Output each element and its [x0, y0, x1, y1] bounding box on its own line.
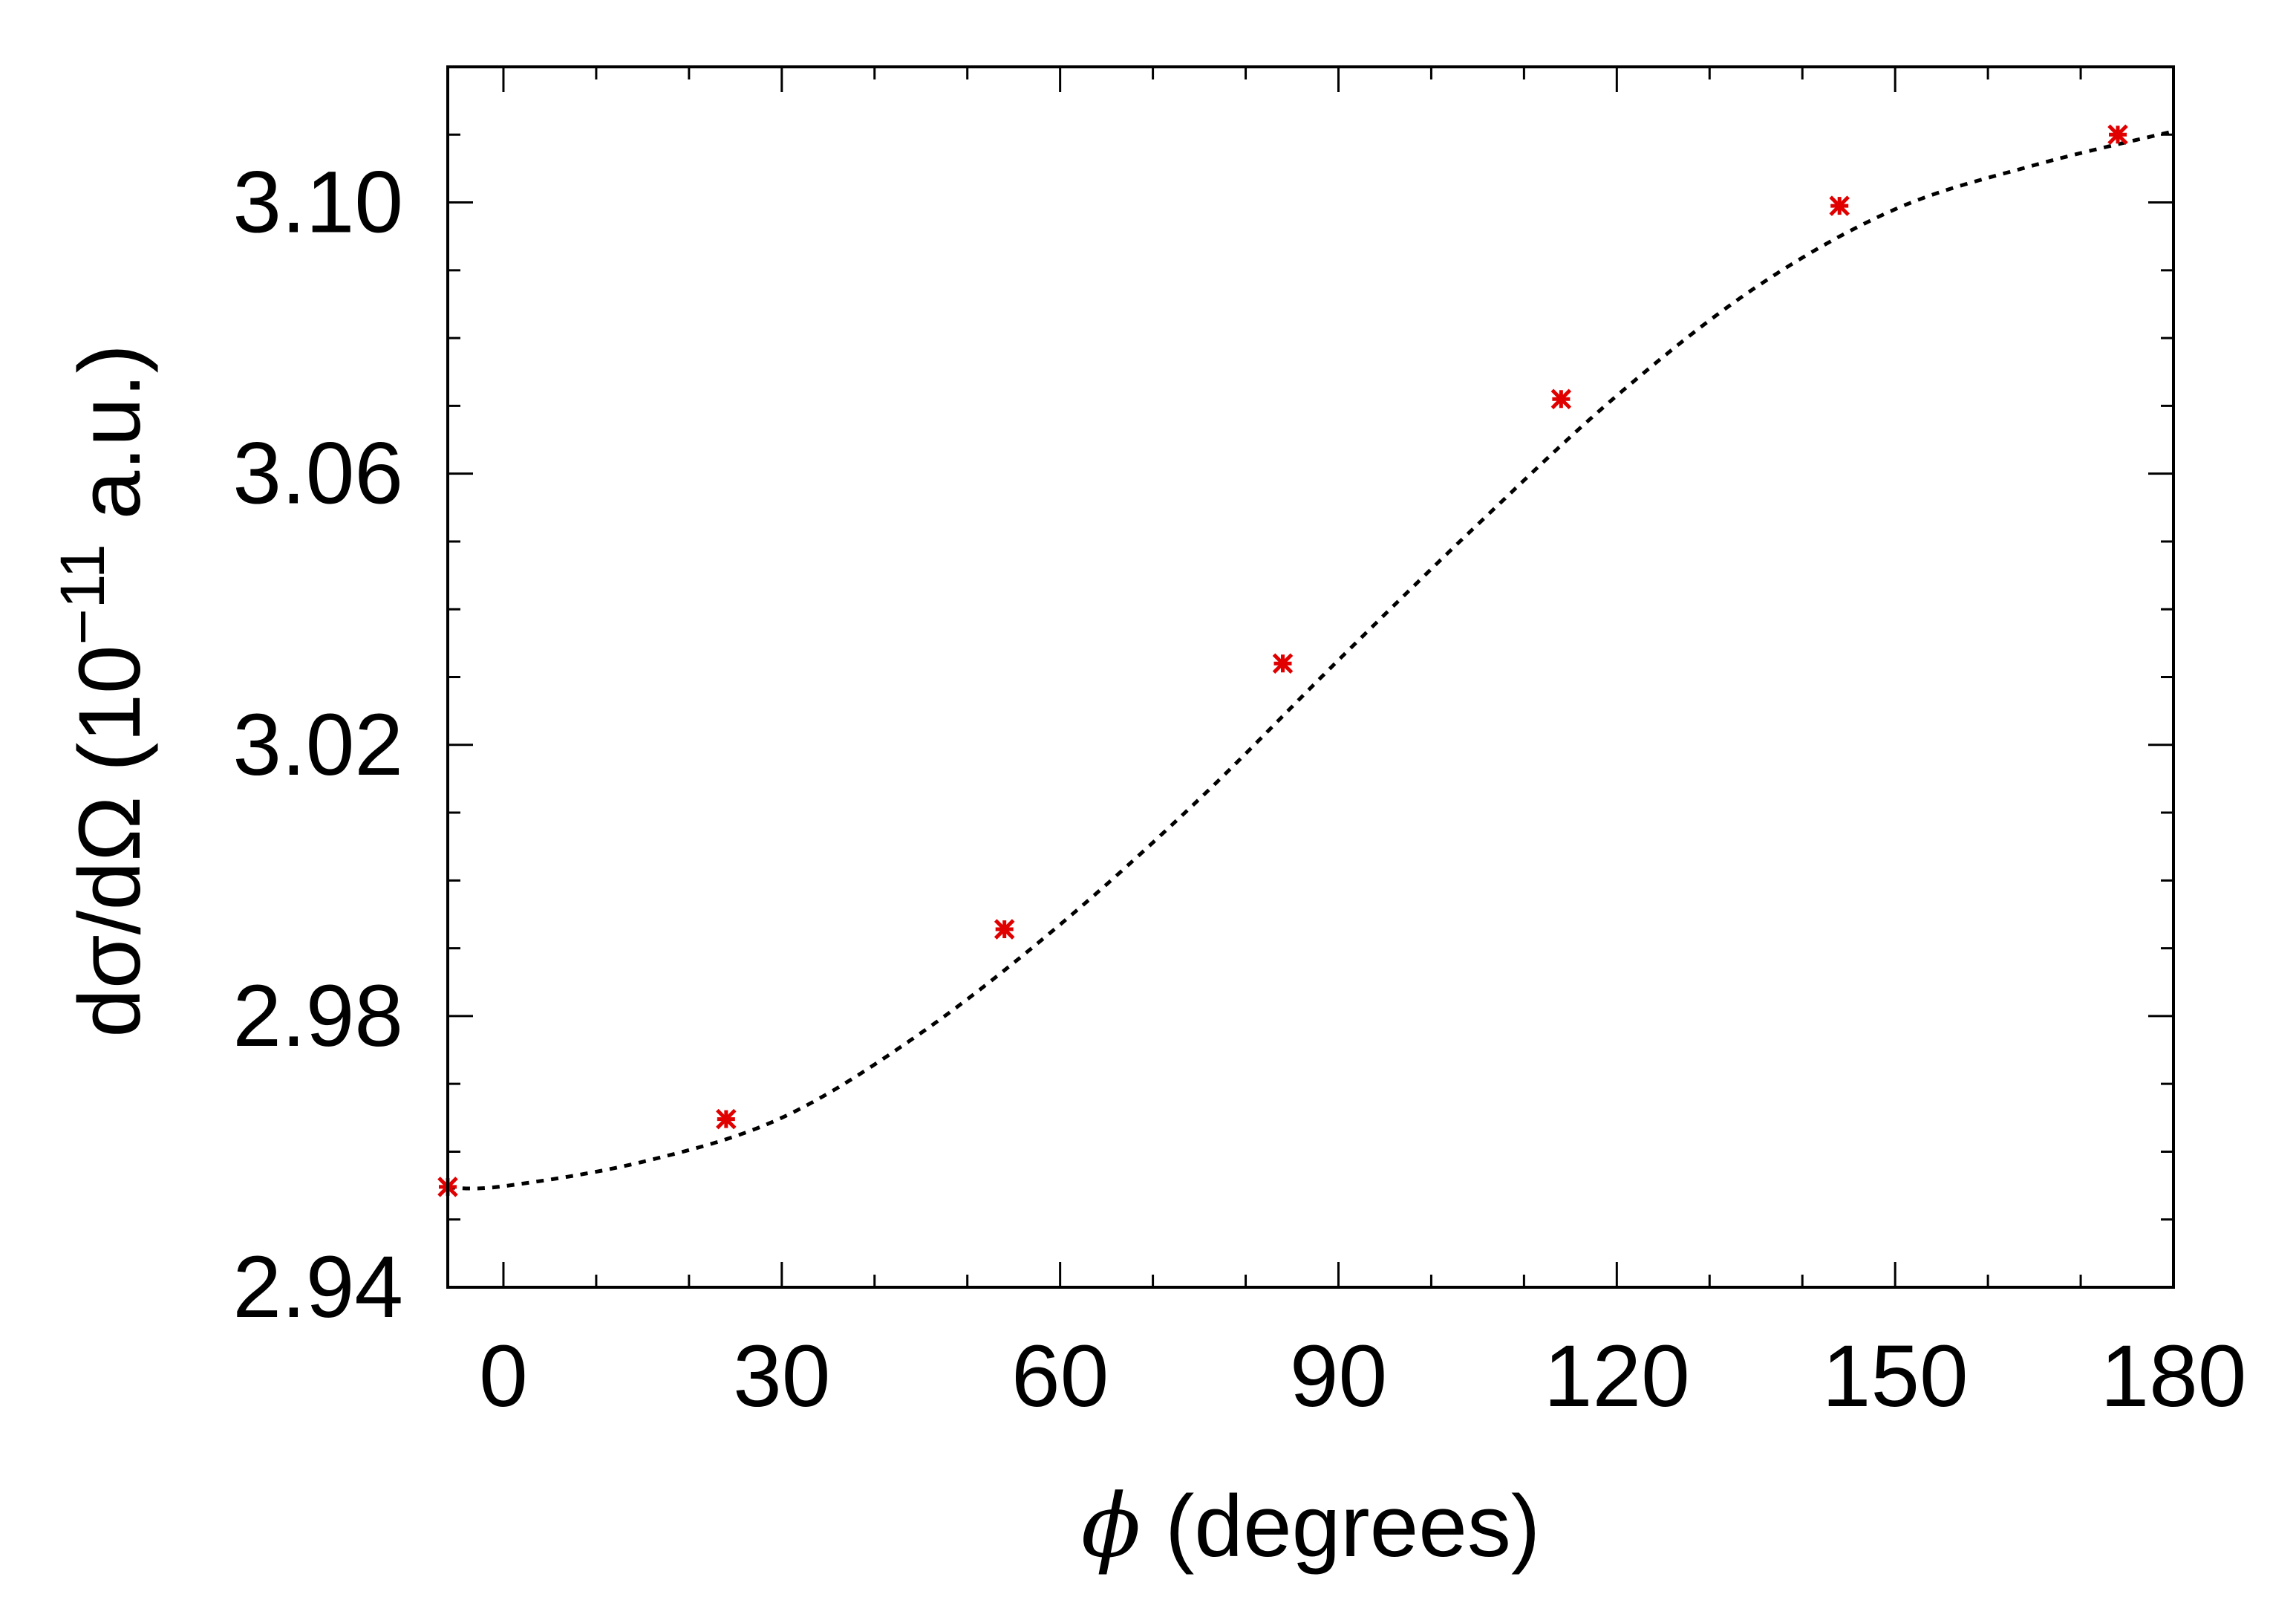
- data-point: [2107, 124, 2128, 146]
- plot-frame: [446, 65, 2175, 1289]
- y-axis-unit-label: a.u.): [61, 344, 159, 544]
- x-tick-label: 30: [733, 1327, 830, 1425]
- fit-curve-layer: [447, 129, 2174, 1191]
- y-tick-label: 2.94: [232, 1238, 403, 1336]
- x-tick-label: 0: [479, 1327, 528, 1425]
- data-point: [1550, 388, 1572, 410]
- x-axis-symbol: ϕ: [1081, 1474, 1141, 1577]
- data-point: [994, 919, 1015, 940]
- x-tick-label: 150: [1822, 1327, 1969, 1425]
- y-tick-labels: 2.94 2.98 3.02 3.06 3.10: [232, 154, 403, 1336]
- x-tick-label: 180: [2101, 1327, 2247, 1425]
- x-axis-title: ϕ (degrees): [1081, 1474, 1540, 1577]
- data-points-layer: [437, 124, 2128, 1197]
- data-point: [716, 1108, 737, 1130]
- y-tick-label: 3.10: [232, 154, 403, 252]
- x-tick-labels: 0 30 60 90 120 150 180: [479, 1327, 2246, 1425]
- x-tick-label: 90: [1290, 1327, 1387, 1425]
- y-axis-title: dσ/dΩ (10−11 a.u.): [48, 344, 159, 1038]
- y-tick-label: 3.06: [232, 425, 403, 523]
- fit-curve: [447, 129, 2174, 1191]
- data-point: [1272, 653, 1294, 674]
- x-axis-unit: (degrees): [1141, 1477, 1540, 1575]
- data-point: [1829, 195, 1850, 216]
- tick-marks: [448, 65, 2175, 1289]
- y-tick-label: 2.98: [232, 967, 403, 1065]
- y-axis-main: dσ/dΩ (10: [61, 645, 159, 1037]
- y-axis-exponent: −11: [48, 544, 117, 645]
- x-tick-label: 120: [1544, 1327, 1690, 1425]
- x-tick-label: 60: [1011, 1327, 1109, 1425]
- y-tick-label: 3.02: [232, 696, 403, 794]
